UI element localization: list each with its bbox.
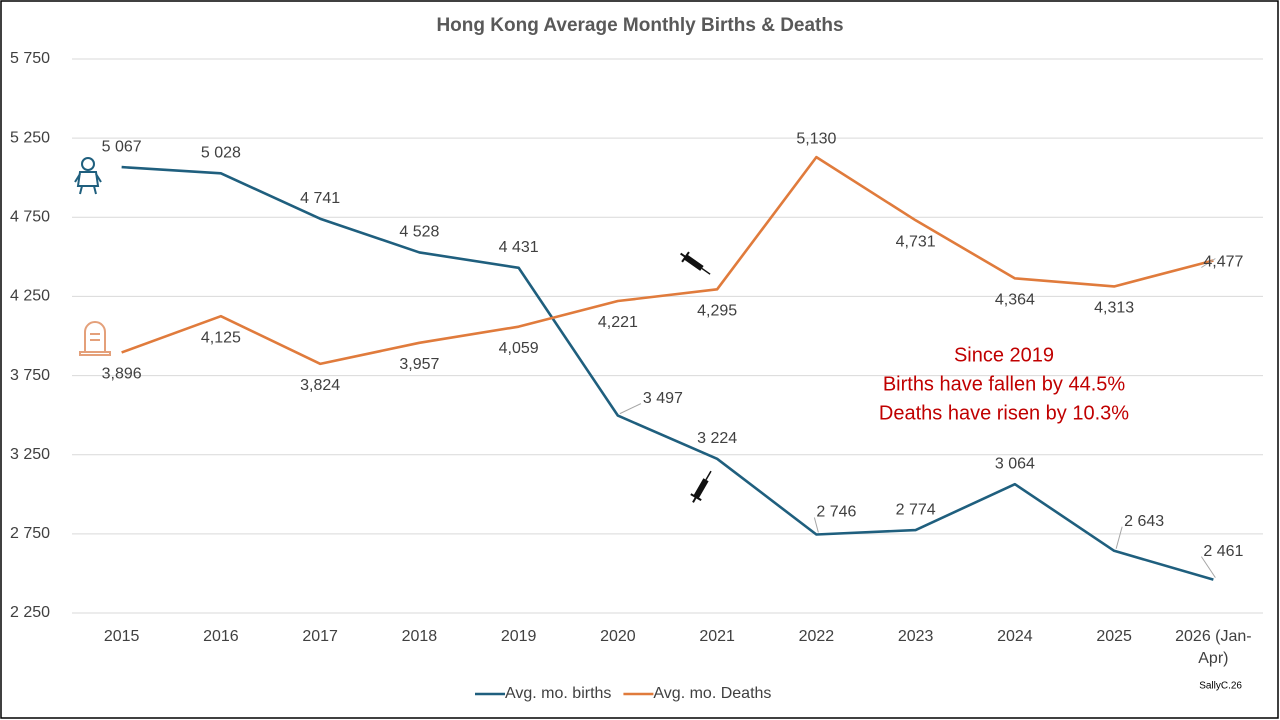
data-label: 4 431: [499, 239, 539, 256]
data-label: 3,957: [399, 356, 439, 373]
leader-line: [813, 517, 819, 533]
data-label: 3 224: [697, 430, 737, 447]
syringe-icon: [680, 251, 711, 275]
data-label: 4,125: [201, 329, 241, 346]
x-tick-label: 2021: [699, 628, 735, 645]
data-label: 3,896: [102, 366, 142, 383]
leader-line: [619, 403, 642, 415]
data-label: 4,477: [1203, 254, 1243, 271]
grave-icon: [79, 321, 111, 356]
plot-area: 2 250 2 750 3 250 3 750 4 250 4 750 5 250 5 750…: [10, 50, 1263, 702]
x-tick-label: 2022: [799, 628, 835, 645]
x-tick-label: 2026 (Jan-Apr): [1175, 628, 1252, 667]
y-tick-label: 5 250: [10, 129, 50, 146]
syringe-icon: [690, 470, 712, 503]
data-label: 4,059: [499, 340, 539, 357]
data-label: 4 741: [300, 190, 340, 207]
data-label: 4,364: [995, 292, 1035, 309]
data-label: 2 774: [896, 501, 936, 518]
data-label: 4,731: [896, 234, 936, 251]
y-tick-label: 5 750: [10, 50, 50, 67]
legend-label: Avg. mo. Deaths: [653, 685, 771, 702]
annotation: Since 2019: [954, 344, 1054, 366]
y-tick-label: 4 250: [10, 288, 50, 305]
series-line: [121, 165, 1214, 581]
y-tick-label: 3 250: [10, 446, 50, 463]
annotation: Deaths have risen by 10.3%: [879, 402, 1129, 424]
data-label: 4,221: [598, 314, 638, 331]
data-label: 2 746: [816, 504, 856, 521]
data-label: 5 067: [102, 138, 142, 155]
x-tick-label: 2015: [104, 628, 140, 645]
annotation: Births have fallen by 44.5%: [883, 373, 1126, 395]
data-label: 4 528: [399, 224, 439, 241]
legend-label: Avg. mo. births: [505, 685, 611, 702]
data-label: 3 064: [995, 455, 1035, 472]
x-tick-label: 2017: [302, 628, 338, 645]
y-tick-label: 3 750: [10, 367, 50, 384]
x-tick-label: 2025: [1096, 628, 1132, 645]
data-label: 3,824: [300, 377, 340, 394]
leader-line: [1201, 258, 1216, 268]
x-tick-label: 2018: [402, 628, 438, 645]
data-label: 4,295: [697, 303, 737, 320]
leader-line: [1200, 556, 1216, 578]
x-tick-label: 2020: [600, 628, 636, 645]
leader-line: [1115, 526, 1123, 549]
data-label: 2 461: [1203, 543, 1243, 560]
chart-title: Hong Kong Average Monthly Births & Death…: [436, 15, 843, 36]
x-tick-label: 2023: [898, 628, 934, 645]
data-label: 2 643: [1124, 513, 1164, 530]
y-tick-label: 2 250: [10, 604, 50, 621]
x-tick-label: 2016: [203, 628, 239, 645]
y-tick-label: 4 750: [10, 209, 50, 226]
y-tick-label: 2 750: [10, 525, 50, 542]
data-label: 5 028: [201, 145, 241, 162]
x-tick-label: 2024: [997, 628, 1033, 645]
series-line: [121, 155, 1214, 366]
credit: SallyC.26: [1199, 681, 1242, 692]
data-label: 5,130: [796, 130, 836, 147]
x-tick-label: 2019: [501, 628, 537, 645]
baby-icon: [74, 157, 102, 195]
data-label: 3 497: [643, 390, 683, 407]
data-label: 4,313: [1094, 300, 1134, 317]
